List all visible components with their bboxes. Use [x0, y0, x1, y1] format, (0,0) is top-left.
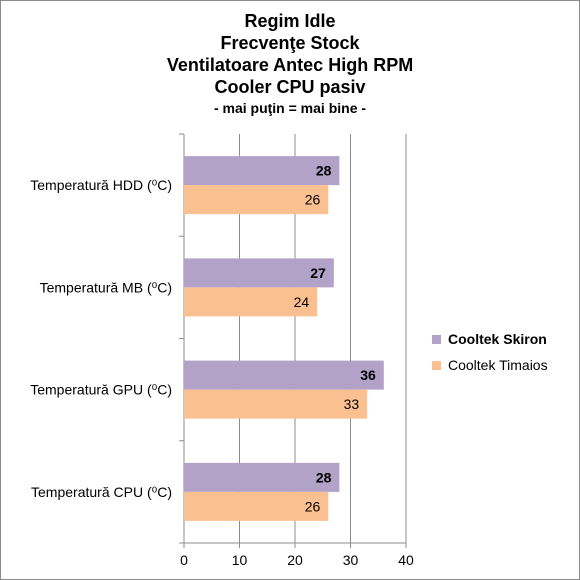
- category-label: Temperatură MB (⁰C): [40, 279, 172, 295]
- chart-subtitle: - mai puţin = mai bine -: [213, 100, 367, 116]
- legend-label-skiron: Cooltek Skiron: [448, 331, 547, 347]
- chart-title: Regim Idle Frecvenţe Stock Ventilatoare …: [0, 10, 580, 118]
- legend-swatch-timaios: [432, 360, 441, 370]
- data-label: 26: [305, 498, 321, 514]
- title-line-1: Regim Idle: [244, 11, 336, 31]
- bar-timaios: [184, 287, 318, 317]
- x-tick-label: 10: [232, 552, 248, 568]
- category-label: Temperatură CPU (⁰C): [31, 484, 172, 500]
- legend-item-timaios: Cooltek Timaios: [432, 352, 548, 378]
- data-label: 28: [316, 469, 332, 485]
- data-label: 33: [344, 396, 360, 412]
- legend-label-timaios: Cooltek Timaios: [448, 357, 548, 373]
- legend-swatch-skiron: [432, 334, 441, 344]
- data-label: 28: [316, 163, 332, 179]
- bar-timaios: [184, 185, 329, 215]
- title-line-2: Frecvenţe Stock: [220, 33, 360, 53]
- data-label: 24: [294, 294, 310, 310]
- bar-skiron: [184, 360, 384, 390]
- legend-item-skiron: Cooltek Skiron: [432, 326, 548, 352]
- bar-timaios: [184, 389, 368, 419]
- x-tick-label: 40: [398, 552, 414, 568]
- title-line-3: Ventilatoare Antec High RPM: [166, 55, 414, 75]
- chart-legend: Cooltek Skiron Cooltek Timaios: [432, 326, 548, 378]
- x-tick-label: 30: [343, 552, 359, 568]
- bar-timaios: [184, 491, 329, 521]
- bar-skiron: [184, 258, 334, 288]
- title-line-4: Cooler CPU pasiv: [214, 77, 366, 97]
- category-label: Temperatură HDD (⁰C): [30, 177, 172, 193]
- data-label: 36: [360, 367, 376, 383]
- bar-skiron: [184, 462, 340, 492]
- data-label: 26: [305, 192, 321, 208]
- data-label: 27: [310, 265, 326, 281]
- x-tick-label: 20: [287, 552, 303, 568]
- x-tick-label: 0: [180, 552, 188, 568]
- category-label: Temperatură GPU (⁰C): [30, 382, 172, 398]
- bar-skiron: [184, 156, 340, 186]
